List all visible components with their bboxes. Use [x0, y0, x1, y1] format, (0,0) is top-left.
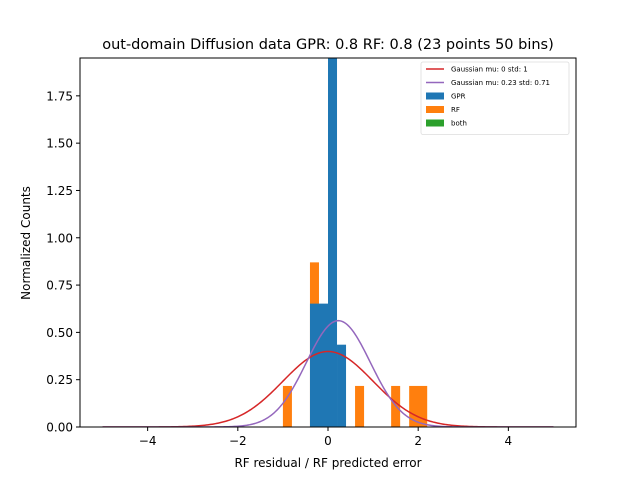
- bar-rf: [282, 385, 292, 427]
- x-axis-label: RF residual / RF predicted error: [234, 456, 421, 470]
- bar-gpr: [309, 303, 328, 427]
- bar-gpr: [328, 58, 338, 427]
- y-tick-label: 0.50: [46, 326, 73, 340]
- plot-area: −4 −2 0 2 4 0.00 0.25 0.50 0.75 1.00 1.25 1.50 1.75: [46, 57, 577, 448]
- y-tick-label: 1.00: [46, 231, 73, 245]
- legend: Gaussian mu: 0 std: 1 Gaussian mu: 0.23 s…: [420, 61, 570, 135]
- legend-patch-swatch: [426, 106, 444, 113]
- y-tick-label: 0.25: [46, 373, 73, 387]
- x-tick-label: −2: [229, 434, 247, 448]
- y-axis-label: Normalized Counts: [19, 186, 33, 300]
- legend-label: Gaussian mu: 0.23 std: 0.71: [451, 79, 550, 87]
- y-tick-label: 1.25: [46, 184, 73, 198]
- x-tick-label: 2: [414, 434, 422, 448]
- y-tick-label: 1.75: [46, 89, 73, 103]
- x-tick-label: 4: [505, 434, 513, 448]
- legend-patch-swatch: [426, 92, 444, 100]
- x-tick-label: 0: [324, 434, 332, 448]
- legend-label: RF: [451, 106, 460, 114]
- y-tick-label: 0.75: [46, 279, 73, 293]
- y-tick-label: 1.50: [46, 137, 73, 151]
- legend-label: Gaussian mu: 0 std: 1: [451, 66, 528, 74]
- chart-title: out-domain Diffusion data GPR: 0.8 RF: 0…: [102, 37, 554, 53]
- legend-box: [420, 61, 570, 135]
- bar-rf: [355, 385, 365, 427]
- legend-label: both: [451, 120, 467, 128]
- y-tick-label: 0.00: [46, 421, 73, 435]
- bar-gpr: [337, 344, 347, 427]
- legend-label: GPR: [451, 93, 466, 101]
- legend-patch-swatch: [426, 119, 444, 127]
- bar-rf: [409, 385, 428, 427]
- x-tick-label: −4: [139, 434, 157, 448]
